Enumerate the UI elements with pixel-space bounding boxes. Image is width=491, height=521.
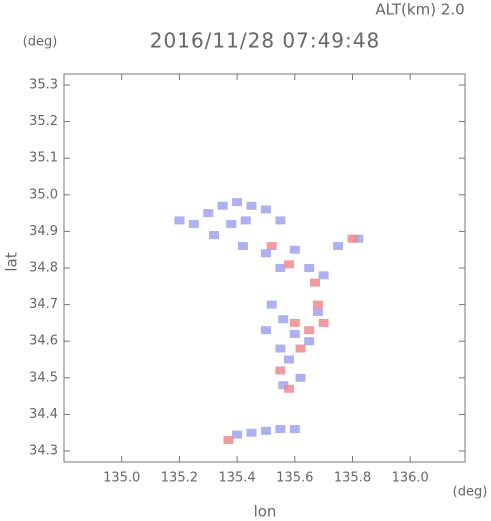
x-tick-label: 136.0 [392,471,429,486]
echo-point [318,271,329,280]
x-unit: (deg) [453,485,488,500]
echo-point [318,318,329,327]
echo-point [226,220,237,229]
x-tick-label: 135.0 [103,471,140,486]
echo-point [266,300,277,309]
echo-point [275,425,286,434]
echo-point [232,430,243,439]
echo-point [260,249,271,258]
echo-point [266,242,277,251]
echo-point [295,373,306,382]
echo-point [275,216,286,225]
y-tick-label: 34.5 [29,370,58,385]
y-tick-label: 35.2 [29,114,58,129]
y-axis-label: lat [3,252,21,271]
echo-point [240,216,251,225]
echo-point [278,315,289,324]
x-tick-label: 135.2 [161,471,198,486]
echo-point [278,381,289,390]
echo-point [295,344,306,353]
echo-point [260,426,271,435]
echo-point [275,344,286,353]
y-tick-label: 34.4 [29,407,58,422]
echo-point [289,425,300,434]
echo-point [188,220,199,229]
x-axis-label: lon [254,503,277,521]
echo-point [237,242,248,251]
echo-point [289,329,300,338]
y-tick-label: 34.8 [29,261,58,276]
echo-point [347,234,358,243]
echo-point [333,242,344,251]
y-tick-label: 34.9 [29,224,58,239]
y-tick-label: 34.6 [29,334,58,349]
x-tick-label: 135.8 [334,471,371,486]
echo-point [246,428,257,437]
y-tick-label: 34.3 [29,444,58,459]
echo-point [284,384,295,393]
echo-point [275,366,286,375]
echo-point [217,201,228,210]
plot-frame [63,73,466,463]
echo-point [203,209,214,218]
echo-point [260,326,271,335]
echo-point [304,326,315,335]
y-unit: (deg) [23,35,58,50]
echo-point [284,260,295,269]
echo-point [232,198,243,207]
echo-point [275,264,286,272]
echo-point [289,245,300,254]
x-tick-label: 135.4 [218,471,255,486]
echo-point [309,278,320,287]
altitude-annotation: ALT(km) 2.0 [375,1,464,19]
echo-point [304,337,315,346]
y-tick-label: 35.1 [29,151,58,166]
chart-title: 2016/11/28 07:49:48 [150,29,380,53]
echo-point [353,234,364,243]
echo-point [246,201,257,210]
echo-point [312,300,323,309]
echo-point [174,216,185,225]
y-tick-label: 34.7 [29,297,58,312]
echo-point [312,307,323,316]
x-tick-label: 135.6 [276,471,313,486]
y-tick-label: 35.3 [29,77,58,92]
echo-point [209,231,220,240]
echo-point [260,205,271,214]
echo-point [223,436,234,445]
echo-point [289,318,300,327]
y-tick-label: 35.0 [29,187,58,202]
echo-point [284,355,295,364]
echo-point [304,264,315,272]
